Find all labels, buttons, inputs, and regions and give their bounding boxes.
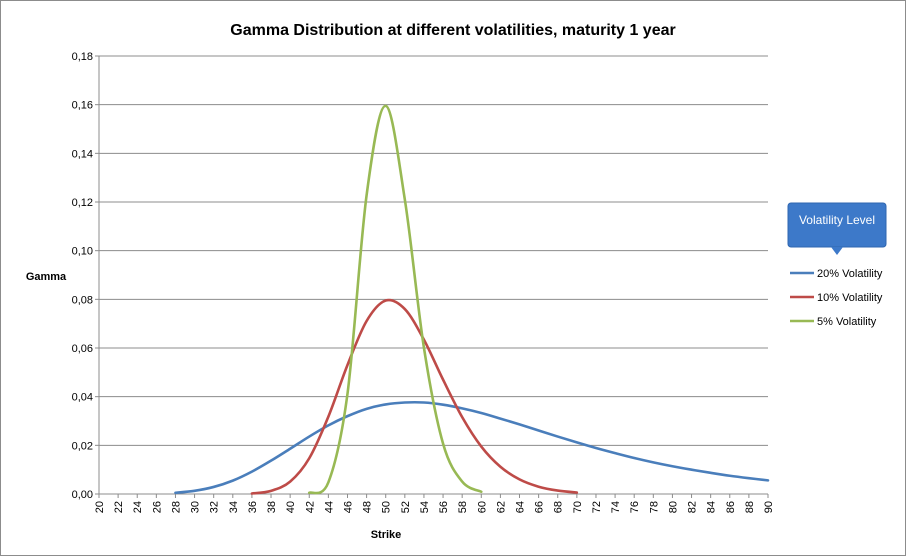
- y-tick-label: 0,18: [72, 51, 93, 63]
- x-tick-label: 60: [476, 501, 488, 513]
- x-tick-label: 70: [572, 501, 584, 513]
- y-tick-label: 0,16: [72, 100, 93, 112]
- legend-label-5pct-volatility: 5% Volatility: [817, 316, 877, 328]
- y-tick-label: 0,12: [72, 197, 93, 209]
- y-axis-title: Gamma: [26, 271, 67, 283]
- x-tick-label: 50: [381, 501, 393, 513]
- y-tick-label: 0,02: [72, 440, 93, 452]
- x-tick-label: 80: [667, 501, 679, 513]
- x-tick-label: 90: [763, 501, 775, 513]
- x-tick-label: 46: [342, 501, 354, 513]
- x-tick-label: 38: [266, 501, 278, 513]
- y-tick-label: 0,06: [72, 343, 93, 355]
- x-tick-label: 84: [706, 501, 718, 513]
- x-tick-label: 74: [610, 501, 622, 513]
- x-tick-label: 26: [151, 501, 163, 513]
- x-tick-label: 20: [94, 501, 106, 513]
- legend-title: Volatility Level: [799, 213, 875, 227]
- x-tick-label: 82: [687, 501, 699, 513]
- x-tick-label: 68: [553, 501, 565, 513]
- x-tick-label: 32: [209, 501, 221, 513]
- x-tick-label: 54: [419, 501, 431, 513]
- legend-items: 20% Volatility 10% Volatility 5% Volatilit…: [790, 268, 883, 328]
- x-tick-label: 48: [362, 501, 374, 513]
- x-tick-label: 56: [438, 501, 450, 513]
- x-axis-title: Strike: [371, 529, 402, 541]
- y-tick-label: 0,00: [72, 489, 93, 501]
- x-tick-label: 62: [495, 501, 507, 513]
- legend-title-box: Volatility Level: [787, 202, 887, 255]
- legend-label-20pct-volatility: 20% Volatility: [817, 268, 883, 280]
- grid-lines: [99, 55, 768, 446]
- chart-title: Gamma Distribution at different volatili…: [230, 22, 675, 39]
- x-tick-label: 58: [457, 501, 469, 513]
- x-tick-label: 76: [629, 501, 641, 513]
- x-tick-label: 28: [170, 501, 182, 513]
- y-tick-label: 0,10: [72, 246, 93, 258]
- x-tick-label: 24: [132, 501, 144, 513]
- y-tick-label: 0,14: [72, 148, 93, 160]
- y-tick-label: 0,04: [72, 392, 93, 404]
- legend-label-10pct-volatility: 10% Volatility: [817, 292, 883, 304]
- axes: 0,00 0,02 0,04 0,06 0,08 0,10 0,12 0,14 0,16 0,18…: [72, 51, 775, 513]
- x-tick-label: 30: [190, 501, 202, 513]
- x-tick-label: 86: [725, 501, 737, 513]
- series-line-10pct-volatility: [250, 298, 579, 495]
- x-tick-label: 64: [515, 501, 527, 513]
- legend: Volatility Level 20% Volatility 10% Volat…: [787, 202, 887, 328]
- series-lines: [174, 104, 770, 495]
- x-tick-label: 88: [744, 501, 756, 513]
- x-tick-label: 66: [534, 501, 546, 513]
- y-tick-label: 0,08: [72, 294, 93, 306]
- x-tick-label: 52: [400, 501, 412, 513]
- series-line-5pct-volatility: [307, 104, 483, 495]
- x-tick-label: 34: [228, 501, 240, 513]
- x-tick-label: 36: [247, 501, 259, 513]
- x-tick-label: 44: [323, 501, 335, 513]
- x-tick-label: 42: [304, 501, 316, 513]
- x-tick-label: 72: [591, 501, 603, 513]
- x-tick-label: 40: [285, 501, 297, 513]
- x-tick-label: 78: [648, 501, 660, 513]
- x-tick-label: 22: [113, 501, 125, 513]
- series-line-20pct-volatility: [174, 400, 770, 495]
